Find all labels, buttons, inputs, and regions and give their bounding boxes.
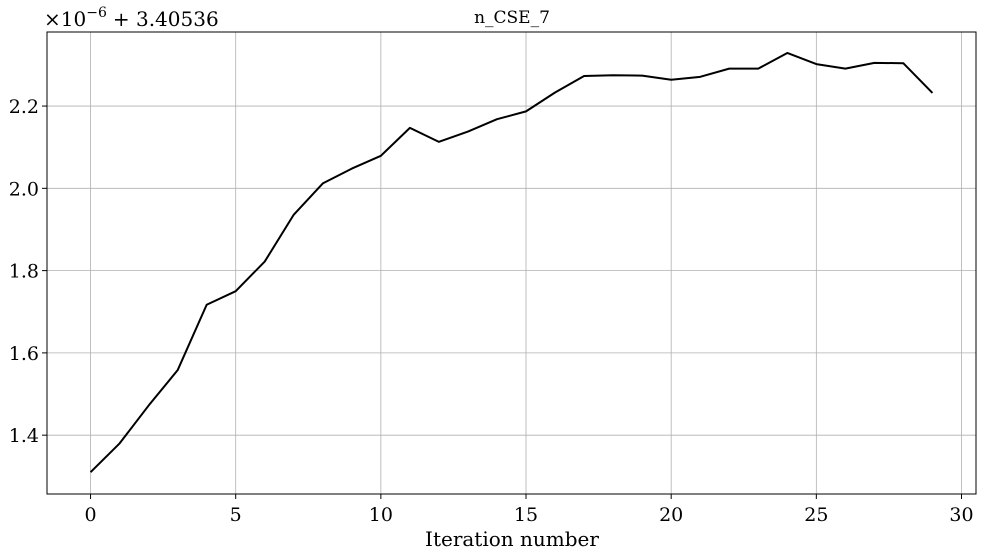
offset-prefix: ×10 (44, 7, 86, 31)
ticks: 0 5 10 15 20 25 30 1.4 1.6 1.8 2.0 2.2 (9, 96, 974, 526)
series-layer (89, 51, 934, 473)
y-tick-label: 1.8 (9, 261, 39, 283)
series-line (89, 51, 934, 473)
x-tick-label: 25 (804, 504, 828, 526)
x-tick-label: 15 (514, 504, 538, 526)
x-tick-label: 30 (949, 504, 973, 526)
y-tick-label: 1.6 (9, 343, 39, 365)
x-tick-label: 10 (369, 504, 393, 526)
grid (47, 32, 976, 494)
y-tick-label: 2.2 (9, 96, 39, 118)
axis-offset-text: ×10−6 + 3.40536 (44, 5, 219, 31)
x-tick-label: 5 (230, 504, 242, 526)
offset-suffix: + 3.40536 (113, 7, 219, 31)
x-tick-label: 0 (85, 504, 97, 526)
plot-frame (46, 31, 977, 495)
y-tick-label: 2.0 (9, 178, 39, 200)
offset-exponent: −6 (86, 5, 107, 21)
y-tick-label: 1.4 (9, 425, 39, 447)
x-tick-label: 20 (659, 504, 683, 526)
chart-title: n_CSE_7 (474, 8, 550, 28)
x-axis-label: Iteration number (425, 527, 599, 551)
